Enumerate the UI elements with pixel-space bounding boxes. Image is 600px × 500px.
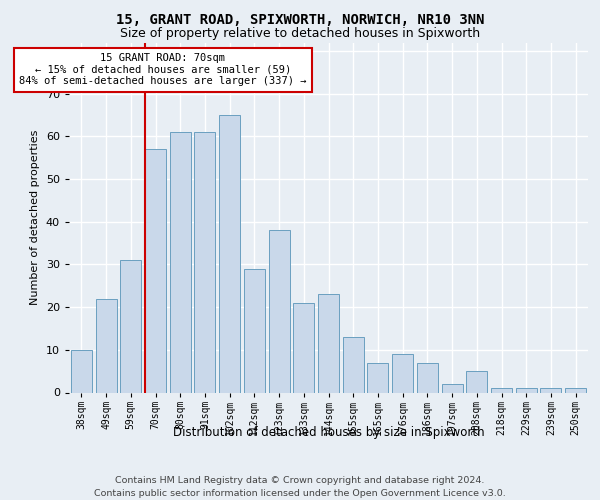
Bar <box>367 362 388 392</box>
Bar <box>194 132 215 392</box>
Text: Distribution of detached houses by size in Spixworth: Distribution of detached houses by size … <box>173 426 485 439</box>
Bar <box>392 354 413 393</box>
Text: Contains HM Land Registry data © Crown copyright and database right 2024.
Contai: Contains HM Land Registry data © Crown c… <box>94 476 506 498</box>
Bar <box>318 294 339 392</box>
Bar <box>541 388 562 392</box>
Text: Size of property relative to detached houses in Spixworth: Size of property relative to detached ho… <box>120 28 480 40</box>
Text: 15 GRANT ROAD: 70sqm
← 15% of detached houses are smaller (59)
84% of semi-detac: 15 GRANT ROAD: 70sqm ← 15% of detached h… <box>19 53 307 86</box>
Bar <box>565 388 586 392</box>
Bar <box>145 149 166 392</box>
Bar <box>269 230 290 392</box>
Text: 15, GRANT ROAD, SPIXWORTH, NORWICH, NR10 3NN: 15, GRANT ROAD, SPIXWORTH, NORWICH, NR10… <box>116 12 484 26</box>
Bar <box>516 388 537 392</box>
Y-axis label: Number of detached properties: Number of detached properties <box>30 130 40 305</box>
Bar <box>293 303 314 392</box>
Bar <box>170 132 191 392</box>
Bar <box>491 388 512 392</box>
Bar <box>417 362 438 392</box>
Bar <box>219 115 240 392</box>
Bar <box>244 268 265 392</box>
Bar <box>442 384 463 392</box>
Bar <box>343 337 364 392</box>
Bar <box>120 260 141 392</box>
Bar <box>95 298 116 392</box>
Bar <box>466 371 487 392</box>
Bar <box>71 350 92 393</box>
